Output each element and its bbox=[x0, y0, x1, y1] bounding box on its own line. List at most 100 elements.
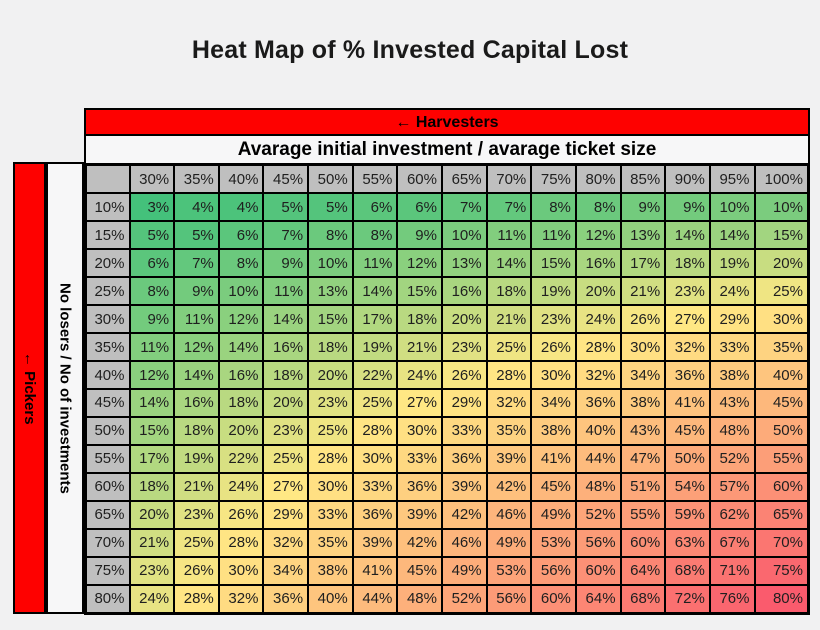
heatmap-cell: 14% bbox=[708, 220, 756, 251]
heatmap-cell: 14% bbox=[485, 248, 533, 279]
heatmap-cell: 13% bbox=[307, 276, 354, 307]
heatmap-cell: 17% bbox=[619, 248, 667, 279]
heatmap-cell: 17% bbox=[128, 443, 176, 474]
heatmap-cell: 30% bbox=[307, 471, 354, 502]
heatmap-cell: 43% bbox=[708, 387, 756, 418]
heatmap-cell: 36% bbox=[440, 443, 488, 474]
heatmap-row: 15% 5% 5% 6% 7% 8% 8% 9% 10% 11% 11% 12% 13% 14% 14% 15… bbox=[84, 220, 810, 251]
heatmap-cell: 9% bbox=[396, 220, 443, 251]
heatmap-cell: 64% bbox=[574, 583, 622, 615]
column-axis-label: Avarage initial investment / avarage tic… bbox=[237, 139, 657, 160]
heatmap-cell: 8% bbox=[307, 220, 354, 251]
row-header-cell: 25% bbox=[84, 276, 131, 307]
heatmap-cell: 19% bbox=[530, 276, 577, 307]
heatmap-cell: 14% bbox=[351, 276, 399, 307]
heatmap-cell: 52% bbox=[708, 443, 756, 474]
column-header-cell: 50% bbox=[307, 163, 354, 195]
row-header-cell: 45% bbox=[84, 387, 131, 418]
heatmap-cell: 15% bbox=[307, 304, 354, 335]
heatmap-cell: 10% bbox=[217, 276, 265, 307]
heatmap-cell: 21% bbox=[396, 332, 443, 363]
row-header-cell: 50% bbox=[84, 415, 131, 446]
column-header-cell: 40% bbox=[217, 163, 265, 195]
heatmap-row: 40% 12% 14% 16% 18% 20% 22% 24% 26% 28% 30% 32% 34% 3… bbox=[84, 360, 810, 390]
row-header-cell: 60% bbox=[84, 471, 131, 502]
header-row: 30% 35% 40% 45% 50% 55% 60% 65% 70% 75% 80% 85% 90% 9… bbox=[84, 163, 810, 195]
heatmap-cell: 18% bbox=[485, 276, 533, 307]
heatmap-cell: 42% bbox=[485, 471, 533, 502]
heatmap-cell: 40% bbox=[574, 415, 622, 446]
heatmap-cell: 33% bbox=[708, 332, 756, 363]
heatmap-cell: 18% bbox=[173, 415, 220, 446]
heatmap-cell: 7% bbox=[440, 192, 488, 223]
column-header-cell: 60% bbox=[396, 163, 443, 195]
heatmap-cell: 36% bbox=[664, 360, 711, 390]
heatmap-cell: 11% bbox=[128, 332, 176, 363]
heatmap-cell: 39% bbox=[485, 443, 533, 474]
heatmap-cell: 25% bbox=[173, 527, 220, 558]
heatmap-cell: 76% bbox=[708, 583, 756, 615]
heatmap-cell: 26% bbox=[619, 304, 667, 335]
heatmap-cell: 67% bbox=[708, 527, 756, 558]
heatmap-cell: 45% bbox=[664, 415, 711, 446]
heatmap-row: 65% 20% 23% 26% 29% 33% 36% 39% 42% 46% 49% 52% 55% 5… bbox=[84, 499, 810, 530]
row-header-cell: 35% bbox=[84, 332, 131, 363]
heatmap-cell: 48% bbox=[708, 415, 756, 446]
harvesters-label: ← Harvesters bbox=[395, 114, 499, 131]
heatmap-cell: 14% bbox=[173, 360, 220, 390]
heatmap-cell: 6% bbox=[351, 192, 399, 223]
heatmap-cell: 53% bbox=[530, 527, 577, 558]
page-title: Heat Map of % Invested Capital Lost bbox=[191, 36, 629, 64]
heatmap-cell: 56% bbox=[574, 527, 622, 558]
heatmap-cell: 26% bbox=[173, 555, 220, 586]
heatmap-cell: 32% bbox=[485, 387, 533, 418]
heatmap-cell: 80% bbox=[753, 583, 810, 615]
heatmap-cell: 21% bbox=[619, 276, 667, 307]
heatmap-cell: 14% bbox=[664, 220, 711, 251]
column-header-cell: 35% bbox=[173, 163, 220, 195]
pickers-label: ← Pickers bbox=[21, 351, 38, 425]
heatmap-row: 35% 11% 12% 14% 16% 18% 19% 21% 23% 25% 26% 28% 30% 3… bbox=[84, 332, 810, 363]
heatmap-cell: 25% bbox=[307, 415, 354, 446]
heatmap-cell: 48% bbox=[396, 583, 443, 615]
heatmap-cell: 12% bbox=[173, 332, 220, 363]
heatmap-cell: 8% bbox=[128, 276, 176, 307]
heatmap-cell: 42% bbox=[396, 527, 443, 558]
row-header-cell: 15% bbox=[84, 220, 131, 251]
heatmap-cell: 23% bbox=[128, 555, 176, 586]
column-header-cell: 70% bbox=[485, 163, 533, 195]
column-header-cell: 95% bbox=[708, 163, 756, 195]
heatmap-row: 30% 9% 11% 12% 14% 15% 17% 18% 20% 21% 23% 24% 26% 27… bbox=[84, 304, 810, 335]
heatmap-cell: 72% bbox=[664, 583, 711, 615]
heatmap-cell: 10% bbox=[753, 192, 810, 223]
heatmap-cell: 8% bbox=[351, 220, 399, 251]
row-header-cell: 10% bbox=[84, 192, 131, 223]
heatmap-cell: 12% bbox=[217, 304, 265, 335]
heatmap-cell: 9% bbox=[619, 192, 667, 223]
heatmap-cell: 60% bbox=[619, 527, 667, 558]
heatmap-cell: 5% bbox=[262, 192, 310, 223]
heatmap-cell: 5% bbox=[173, 220, 220, 251]
heatmap-cell: 27% bbox=[262, 471, 310, 502]
heatmap-cell: 34% bbox=[530, 387, 577, 418]
heatmap-cell: 39% bbox=[440, 471, 488, 502]
heatmap-cell: 30% bbox=[753, 304, 810, 335]
heatmap-cell: 44% bbox=[351, 583, 399, 615]
heatmap-cell: 9% bbox=[128, 304, 176, 335]
heatmap-cell: 6% bbox=[128, 248, 176, 279]
heatmap-cell: 46% bbox=[440, 527, 488, 558]
heatmap-cell: 10% bbox=[440, 220, 488, 251]
heatmap-cell: 16% bbox=[217, 360, 265, 390]
heatmap-cell: 20% bbox=[128, 499, 176, 530]
heatmap-cell: 16% bbox=[440, 276, 488, 307]
heatmap-cell: 70% bbox=[753, 527, 810, 558]
heatmap-cell: 23% bbox=[262, 415, 310, 446]
heatmap-cell: 19% bbox=[351, 332, 399, 363]
heatmap-cell: 38% bbox=[307, 555, 354, 586]
row-header-cell: 55% bbox=[84, 443, 131, 474]
heatmap-cell: 38% bbox=[708, 360, 756, 390]
heatmap-cell: 52% bbox=[574, 499, 622, 530]
heatmap-cell: 6% bbox=[396, 192, 443, 223]
heatmap-cell: 68% bbox=[664, 555, 711, 586]
heatmap-cell: 32% bbox=[262, 527, 310, 558]
